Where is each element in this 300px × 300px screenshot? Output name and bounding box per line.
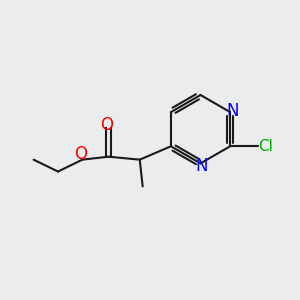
Text: O: O — [100, 116, 113, 134]
Text: Cl: Cl — [258, 139, 273, 154]
Text: O: O — [74, 145, 87, 163]
Text: N: N — [196, 157, 208, 175]
Text: N: N — [226, 102, 239, 120]
